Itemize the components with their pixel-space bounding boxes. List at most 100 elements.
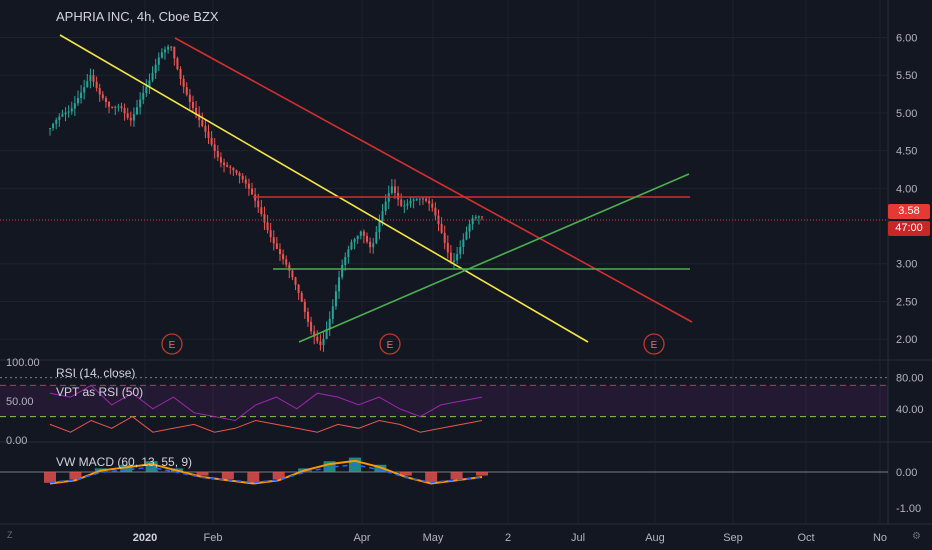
x-tick-label: May xyxy=(423,532,444,544)
candle-body xyxy=(216,151,219,158)
candle-body xyxy=(428,200,431,204)
candle-body xyxy=(397,192,400,200)
candle-body xyxy=(58,116,61,120)
candle-body xyxy=(269,230,272,238)
candle-body xyxy=(412,199,415,201)
candle-body xyxy=(319,341,322,346)
candle-body xyxy=(139,99,142,108)
candle-body xyxy=(465,231,468,240)
gear-icon[interactable]: ⚙ xyxy=(912,531,921,542)
trendline-green xyxy=(298,173,690,343)
y-tick-label: 4.00 xyxy=(896,183,917,195)
candle-body xyxy=(151,72,154,81)
candle-body xyxy=(226,165,229,167)
candle-body xyxy=(359,231,362,236)
candle-body xyxy=(325,328,328,339)
candle-body xyxy=(297,284,300,293)
chart-title: APHRIA INC, 4h, Cboe BZX xyxy=(56,9,219,24)
candle-body xyxy=(70,108,73,112)
macd-histogram-bar xyxy=(247,472,260,483)
candle-body xyxy=(247,183,250,189)
macd-histogram-bar xyxy=(323,461,336,472)
candle-body xyxy=(421,198,424,200)
candle-body xyxy=(120,106,123,109)
candle-body xyxy=(291,270,294,278)
candle-body xyxy=(52,123,55,129)
candle-body xyxy=(76,98,79,104)
rsi-left-tick: 100.00 xyxy=(6,357,40,369)
rsi-series-line xyxy=(49,384,483,422)
candle-body xyxy=(434,207,437,216)
candle-body xyxy=(453,260,456,262)
candle-body xyxy=(266,222,269,231)
candle-body xyxy=(338,277,341,292)
candle-body xyxy=(300,292,303,302)
candle-body xyxy=(260,207,263,215)
candle-body xyxy=(207,131,210,138)
candle-body xyxy=(474,216,477,219)
earnings-marker-label: E xyxy=(169,340,176,351)
candle-body xyxy=(350,242,353,250)
candle-body xyxy=(129,117,132,121)
candle-body xyxy=(86,81,89,88)
candle-body xyxy=(362,231,365,236)
macd-histogram-bar xyxy=(44,472,56,483)
x-tick-label: Apr xyxy=(353,532,370,544)
candle-body xyxy=(170,46,173,48)
candle-body xyxy=(157,57,160,65)
y-tick-label: 2.00 xyxy=(896,334,917,346)
countdown-badge: 47:00 xyxy=(888,221,930,236)
candle-body xyxy=(92,75,95,82)
candle-body xyxy=(316,336,319,342)
rsi-band xyxy=(0,385,888,417)
candle-body xyxy=(341,265,344,278)
earnings-marker-label: E xyxy=(651,340,658,351)
candle-body xyxy=(219,157,222,163)
candle-body xyxy=(393,186,396,193)
z-icon[interactable]: Z xyxy=(7,530,13,540)
earnings-marker-label: E xyxy=(387,340,394,351)
vpt-label[interactable]: VPT as RSI (50) xyxy=(56,385,144,399)
macd-label[interactable]: VW MACD (60, 13, 55, 9) xyxy=(56,455,193,469)
candle-body xyxy=(344,256,347,266)
candle-body xyxy=(185,87,188,95)
macd-histogram-bar xyxy=(272,472,285,480)
candle-body xyxy=(459,247,462,255)
earnings-marker xyxy=(379,333,401,355)
rsi-left-tick: 0.00 xyxy=(6,435,27,447)
candle-body xyxy=(353,239,356,243)
candle-body xyxy=(356,235,359,240)
candle-body xyxy=(257,200,260,208)
earnings-marker xyxy=(161,333,183,355)
candle-body xyxy=(201,120,204,127)
candle-body xyxy=(213,144,216,152)
candle-body xyxy=(61,114,64,117)
grid xyxy=(0,0,932,525)
candle-body xyxy=(272,237,275,244)
candle-body xyxy=(167,46,170,50)
macd-signal-line xyxy=(49,464,483,484)
candle-body xyxy=(449,252,452,262)
macd-y-tick: 0.00 xyxy=(896,467,917,479)
x-tick-label: Feb xyxy=(204,532,223,544)
candle-body xyxy=(384,201,387,212)
x-tick-label: Aug xyxy=(645,532,665,544)
macd-histogram-bar xyxy=(69,472,82,480)
candle-body xyxy=(378,221,381,233)
rsi-label[interactable]: RSI (14, close) xyxy=(56,366,136,380)
candle-body xyxy=(111,106,114,108)
candle-body xyxy=(278,248,281,255)
candle-body xyxy=(160,52,163,58)
candle-body xyxy=(310,321,313,332)
candle-body xyxy=(136,107,139,115)
candle-body xyxy=(83,87,86,93)
x-tick-label: No xyxy=(873,532,887,544)
candle-body xyxy=(446,242,449,253)
candle-body xyxy=(366,235,369,242)
candle-body xyxy=(49,128,51,130)
candle-body xyxy=(440,224,443,233)
candle-body xyxy=(108,102,111,107)
candle-body xyxy=(431,203,434,208)
